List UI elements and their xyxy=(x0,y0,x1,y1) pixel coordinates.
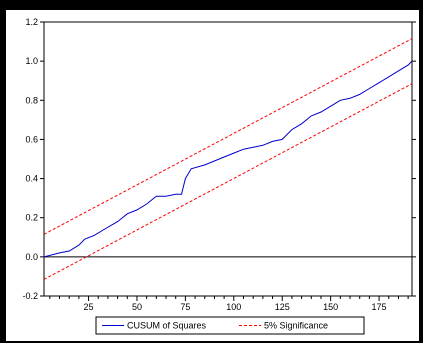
x-tick-label: 150 xyxy=(323,302,338,312)
plot-border xyxy=(43,21,413,297)
y-tick-label: 1.2 xyxy=(25,17,38,27)
y-tick-label: 0.8 xyxy=(25,95,38,105)
series-layer xyxy=(43,38,413,280)
x-axis: 25 50 75 100 125 150 175 xyxy=(49,296,409,312)
legend-label-cusum: CUSUM of Squares xyxy=(127,321,207,331)
significance-lower-line xyxy=(43,83,413,280)
y-axis: -0.2 0.0 0.2 0.4 0.6 0.8 1.0 1.2 xyxy=(22,17,416,301)
significance-upper-line xyxy=(43,38,413,235)
cusum-line xyxy=(43,60,413,258)
y-tick-label: 1.0 xyxy=(25,56,38,66)
y-tick-label: -0.2 xyxy=(22,291,38,301)
x-tick-label: 75 xyxy=(180,302,190,312)
x-tick-label: 25 xyxy=(84,302,94,312)
y-tick-label: 0.0 xyxy=(25,252,38,262)
x-tick-label: 125 xyxy=(275,302,290,312)
y-tick-label: 0.6 xyxy=(25,134,38,144)
chart-panel: -0.2 0.0 0.2 0.4 0.6 0.8 1.0 1.2 25 50 75 100 125 15… xyxy=(6,10,419,341)
x-tick-label: 100 xyxy=(226,302,241,312)
cusum-chart: -0.2 0.0 0.2 0.4 0.6 0.8 1.0 1.2 25 50 75 100 125 15… xyxy=(22,17,416,335)
legend: CUSUM of Squares 5% Significance xyxy=(95,316,365,335)
y-tick-label: 0.2 xyxy=(25,213,38,223)
legend-label-significance: 5% Significance xyxy=(264,321,328,331)
x-tick-label: 50 xyxy=(132,302,142,312)
legend-box xyxy=(95,316,365,335)
plot-frame xyxy=(43,21,413,297)
y-tick-label: 0.4 xyxy=(25,174,38,184)
x-tick-label: 175 xyxy=(372,302,387,312)
